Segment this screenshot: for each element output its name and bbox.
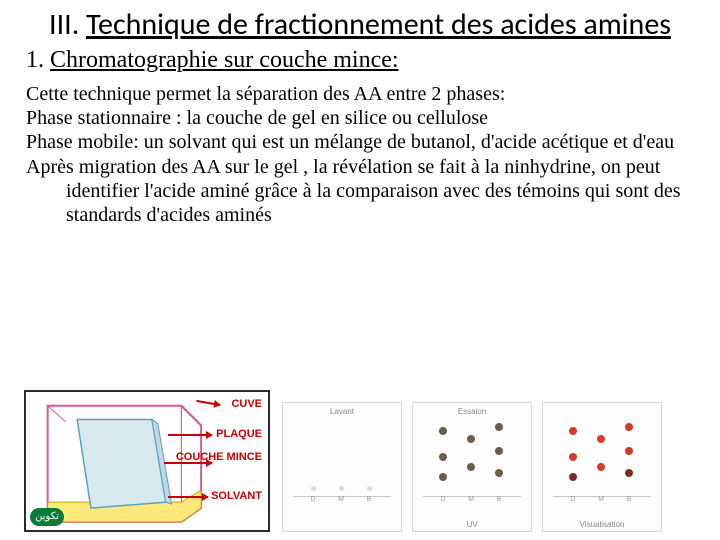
subheading-text: Chromatographie sur couche mince: — [50, 47, 399, 73]
title-main: Technique de fractionnement des acides a… — [86, 6, 671, 43]
panel2-caption: UV — [466, 520, 477, 529]
panel3-caption: Visualisation — [580, 520, 625, 529]
dot — [495, 423, 503, 431]
tick: B — [497, 496, 502, 503]
para-3: Phase mobile: un solvant qui est un méla… — [26, 130, 700, 154]
dot — [495, 447, 503, 455]
figure-row: CUVE PLAQUE COUCHE MINCE SOLVANT تكوين L… — [24, 390, 662, 532]
dot — [597, 463, 605, 471]
subheading-num: 1. — [26, 47, 44, 73]
dot — [439, 453, 447, 461]
arrow-solvant — [168, 496, 208, 498]
tick: D — [440, 496, 445, 503]
dot — [367, 486, 372, 491]
dot — [569, 427, 577, 435]
dot — [569, 453, 577, 461]
dot — [467, 435, 475, 443]
para-1: Cette technique permet la séparation des… — [26, 82, 700, 106]
label-solvant: SOLVANT — [211, 490, 262, 502]
body-text: Cette technique permet la séparation des… — [20, 82, 700, 228]
dot — [569, 473, 577, 481]
dot — [339, 486, 344, 491]
source-badge: تكوين — [30, 508, 64, 526]
panel1-top: Lavant — [330, 407, 354, 416]
tick: M — [468, 496, 474, 503]
arrow-plaque — [168, 434, 212, 436]
tick: M — [598, 496, 604, 503]
dot — [467, 463, 475, 471]
panel2-top: Essaion — [458, 407, 486, 416]
para-4: Après migration des AA sur le gel , la r… — [26, 155, 700, 228]
tick: D — [310, 496, 315, 503]
dot — [495, 469, 503, 477]
dot — [625, 423, 633, 431]
dot — [625, 469, 633, 477]
dot — [625, 447, 633, 455]
title-prefix: III. — [49, 6, 79, 43]
subheading: 1. Chromatographie sur couche mince: — [26, 47, 700, 74]
dot — [439, 427, 447, 435]
panel-uv: Essaion D M B UV — [412, 402, 532, 532]
tick: B — [627, 496, 632, 503]
figure-cuve-diagram: CUVE PLAQUE COUCHE MINCE SOLVANT تكوين — [24, 390, 270, 532]
tick: B — [367, 496, 372, 503]
label-plaque: PLAQUE — [216, 428, 262, 440]
dot — [439, 473, 447, 481]
arrow-couche — [164, 462, 212, 464]
tick: M — [338, 496, 344, 503]
dot — [597, 435, 605, 443]
label-cuve: CUVE — [231, 398, 262, 410]
panel-visual: D M B Visualisation — [542, 402, 662, 532]
tick: D — [570, 496, 575, 503]
chromato-panels: Lavant D M B Essaion — [282, 402, 662, 532]
slide-title: III. Technique de fractionnement des aci… — [20, 8, 700, 43]
panel-before: Lavant D M B — [282, 402, 402, 532]
dot — [311, 486, 316, 491]
para-2: Phase stationnaire : la couche de gel en… — [26, 106, 700, 130]
